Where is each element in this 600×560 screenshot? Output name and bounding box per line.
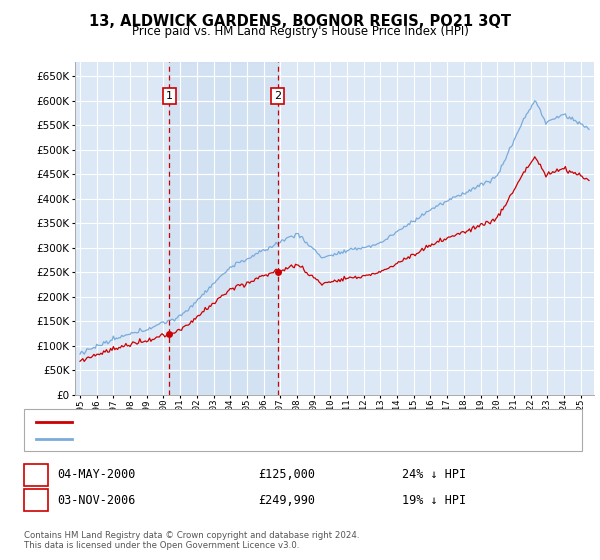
Text: 2: 2 bbox=[32, 493, 40, 507]
Bar bbox=[169, 62, 278, 395]
Text: 19% ↓ HPI: 19% ↓ HPI bbox=[402, 493, 466, 507]
Text: 04-MAY-2000: 04-MAY-2000 bbox=[57, 468, 136, 482]
Text: 13, ALDWICK GARDENS, BOGNOR REGIS, PO21 3QT: 13, ALDWICK GARDENS, BOGNOR REGIS, PO21 … bbox=[89, 14, 511, 29]
Text: Contains HM Land Registry data © Crown copyright and database right 2024.
This d: Contains HM Land Registry data © Crown c… bbox=[24, 531, 359, 550]
Text: Price paid vs. HM Land Registry's House Price Index (HPI): Price paid vs. HM Land Registry's House … bbox=[131, 25, 469, 38]
Text: 1: 1 bbox=[166, 91, 173, 101]
Text: £125,000: £125,000 bbox=[258, 468, 315, 482]
Text: 2: 2 bbox=[274, 91, 281, 101]
Text: 13, ALDWICK GARDENS, BOGNOR REGIS, PO21 3QT (detached house): 13, ALDWICK GARDENS, BOGNOR REGIS, PO21 … bbox=[78, 417, 431, 427]
Text: 1: 1 bbox=[32, 468, 40, 482]
Text: 03-NOV-2006: 03-NOV-2006 bbox=[57, 493, 136, 507]
Text: £249,990: £249,990 bbox=[258, 493, 315, 507]
Text: 24% ↓ HPI: 24% ↓ HPI bbox=[402, 468, 466, 482]
Text: HPI: Average price, detached house, Arun: HPI: Average price, detached house, Arun bbox=[78, 434, 313, 444]
